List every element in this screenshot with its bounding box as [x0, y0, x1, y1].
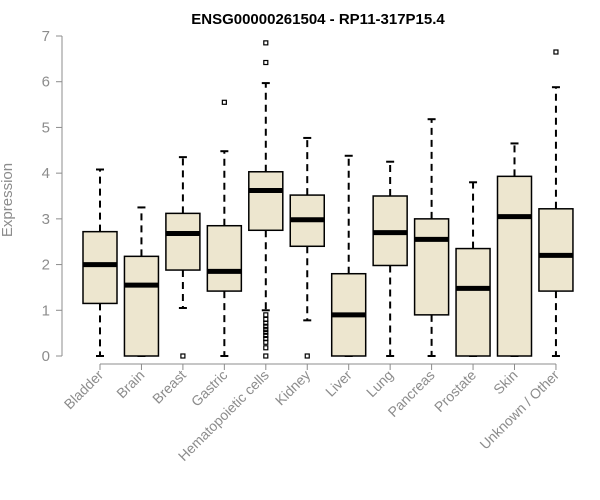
boxes-group	[82, 40, 574, 359]
y-tick-label: 7	[42, 28, 50, 45]
box-pancreas	[413, 118, 450, 357]
y-tick-label: 0	[42, 348, 50, 365]
box-liver	[330, 154, 367, 357]
outlier-point	[263, 345, 269, 351]
outlier-point	[221, 99, 227, 105]
iqr-box	[496, 175, 533, 357]
y-tick-label: 2	[42, 257, 50, 274]
iqr-box	[455, 247, 491, 357]
iqr-box	[413, 218, 450, 316]
outlier-point	[263, 329, 269, 335]
y-tick-label: 3	[42, 211, 50, 228]
iqr-box	[123, 255, 160, 357]
x-tick-label: Unknown / Other	[476, 367, 562, 453]
box-unknown-other	[538, 49, 574, 357]
outlier-point	[263, 332, 269, 339]
outlier-point	[263, 326, 269, 333]
iqr-box	[206, 224, 243, 292]
box-gastric	[206, 99, 243, 357]
outlier-point	[263, 323, 269, 329]
y-axis-label: Expression	[0, 163, 16, 237]
box-breast	[165, 156, 201, 359]
x-tick-label: Bladder	[61, 367, 107, 413]
y-tick-label: 6	[42, 74, 50, 91]
iqr-box	[538, 208, 574, 292]
iqr-box	[82, 230, 118, 305]
outlier-point	[263, 336, 269, 342]
box-bladder	[82, 168, 118, 357]
x-tick-label: Skin	[490, 367, 521, 398]
chart-title: ENSG00000261504 - RP11-317P15.4	[191, 11, 445, 28]
outlier-point	[263, 59, 269, 66]
box-skin	[496, 142, 533, 357]
outlier-point	[263, 353, 269, 359]
x-tick-label: Breast	[149, 367, 189, 407]
x-tick-label: Liver	[322, 367, 355, 400]
box-prostate	[455, 181, 491, 357]
x-tick-label: Brain	[113, 367, 147, 401]
y-tick-label: 5	[42, 119, 50, 136]
y-axis: 0 1 2 3 4 5 6 7	[42, 28, 63, 365]
x-tick-label: Kidney	[272, 367, 314, 409]
box-kidney	[289, 136, 325, 359]
outlier-point	[263, 312, 269, 318]
box-hematopoietic-cells	[248, 40, 284, 359]
y-tick-label: 4	[42, 165, 50, 182]
x-tick-label: Prostate	[431, 367, 479, 415]
x-tick-label: Lung	[363, 367, 396, 400]
outlier-point	[263, 40, 269, 46]
box-brain	[123, 206, 160, 357]
y-tick-label: 1	[42, 302, 50, 319]
outlier-point	[553, 49, 559, 55]
outlier-point	[304, 353, 310, 359]
iqr-box	[248, 171, 284, 232]
iqr-box	[165, 212, 201, 271]
outlier-point	[180, 353, 186, 359]
box-lung	[372, 160, 408, 357]
